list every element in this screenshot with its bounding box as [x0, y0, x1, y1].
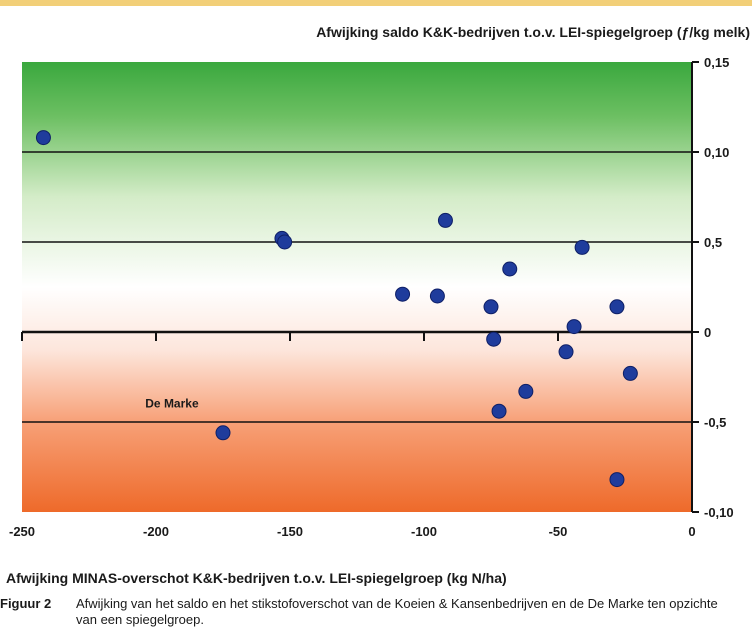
annotations: De Marke: [145, 397, 199, 411]
x-tick-label-5: 0: [688, 524, 695, 539]
x-tick-label-3: -100: [411, 524, 437, 539]
y-tick-label-5: -0,10: [704, 505, 734, 520]
top-accent-bar: [0, 0, 752, 6]
tick-labels: 0,15 0,10 0,5 0 -0,5 -0,10 -250 -200 -150 -100 -50…: [9, 55, 734, 539]
data-point-8: [486, 331, 502, 347]
data-point-7: [483, 299, 499, 315]
y-tick-label-2: 0,5: [704, 235, 722, 250]
x-tick-label-1: -200: [143, 524, 169, 539]
data-point-6: [437, 212, 453, 228]
data-point-2: [277, 234, 293, 250]
data-point-10: [502, 261, 518, 277]
y-tick-label-1: 0,10: [704, 145, 729, 160]
data-point-17: [622, 365, 638, 381]
data-point-12: [558, 344, 574, 360]
data-point-15: [609, 299, 625, 315]
data-point-14: [574, 239, 590, 255]
y-tick-label-4: -0,5: [704, 415, 726, 430]
x-tick-label-2: -150: [277, 524, 303, 539]
x-tick-label-0: -250: [9, 524, 35, 539]
data-points: [35, 130, 638, 488]
annotation-0: De Marke: [145, 397, 199, 411]
caption-text: Afwijking van het saldo en het stikstofo…: [76, 596, 718, 627]
data-point-5: [429, 288, 445, 304]
scatter-chart: Afwijking saldo K&K-bedrijven t.o.v. LEI…: [6, 24, 750, 586]
x-tick-label-4: -50: [549, 524, 568, 539]
data-point-3: [215, 425, 231, 441]
caption-label: Figuur 2: [0, 596, 52, 611]
data-point-9: [491, 403, 507, 419]
y-tick-label-3: 0: [704, 325, 711, 340]
data-point-0: [35, 130, 51, 146]
chart-title: Afwijking saldo K&K-bedrijven t.o.v. LEI…: [316, 24, 750, 40]
data-point-11: [518, 383, 534, 399]
data-point-16: [609, 472, 625, 488]
x-axis-label: Afwijking MINAS-overschot K&K-bedrijven …: [6, 570, 507, 586]
data-point-4: [395, 286, 411, 302]
plot-background: [22, 62, 692, 512]
data-point-13: [566, 319, 582, 335]
y-tick-label-0: 0,15: [704, 55, 729, 70]
